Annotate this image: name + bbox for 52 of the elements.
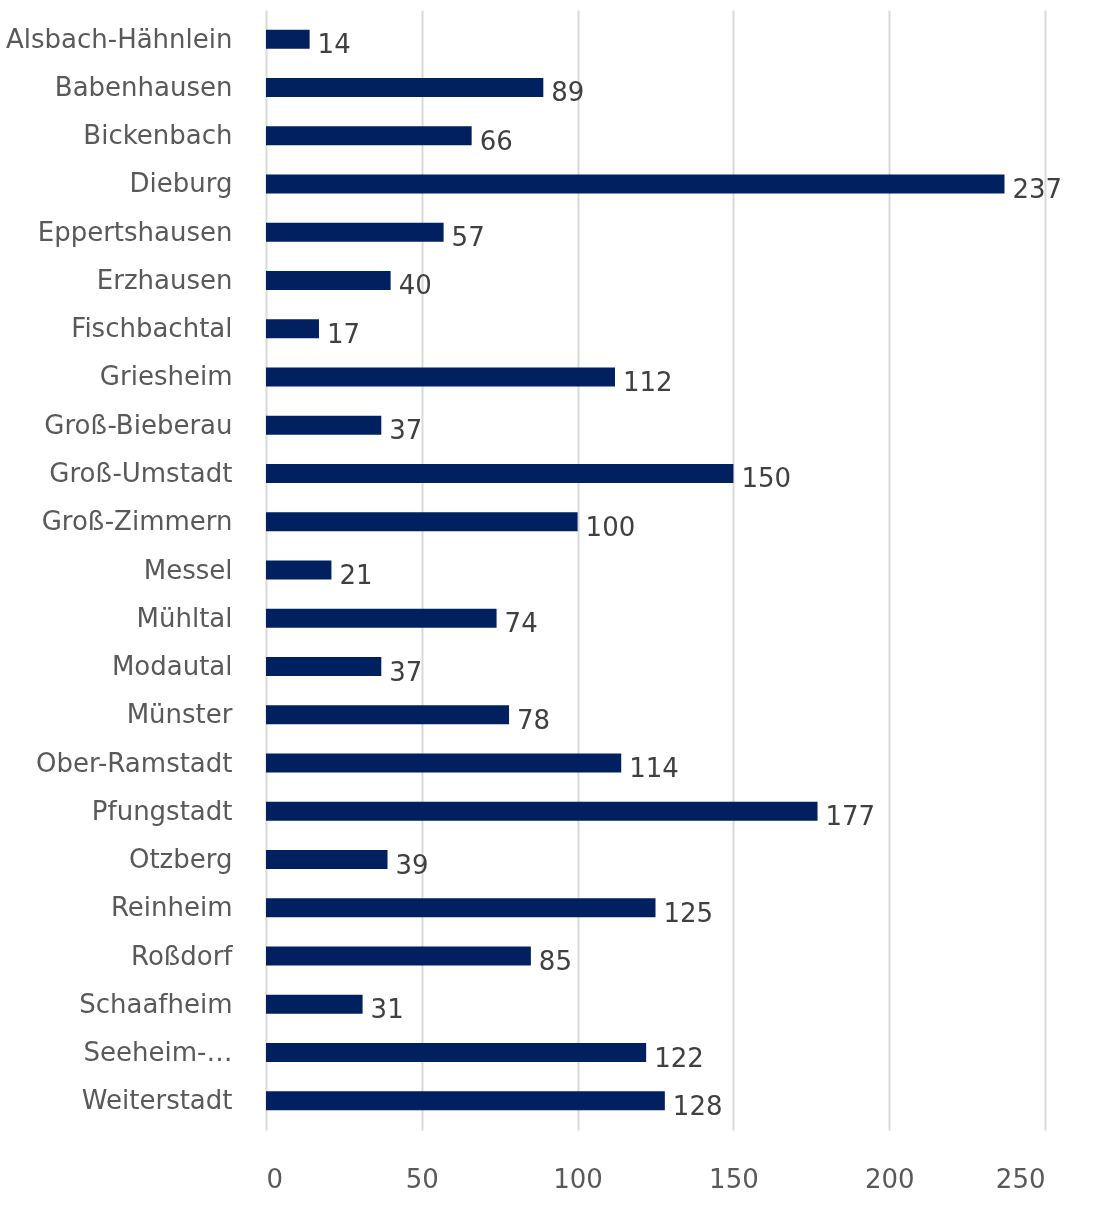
x-tick-label: 250 <box>995 1163 1046 1194</box>
y-tick-label: Weiterstadt <box>81 1085 233 1116</box>
y-tick-label: Ober-Ramstadt <box>36 747 233 778</box>
y-tick-label: Reinheim <box>110 892 233 923</box>
y-tick-label: Münster <box>126 699 233 730</box>
data-label: 150 <box>741 463 792 494</box>
y-tick-label: Groß-Umstadt <box>49 457 233 488</box>
y-tick-label: Mühltal <box>136 602 233 633</box>
data-label: 40 <box>398 270 432 301</box>
y-tick-label: Eppertshausen <box>37 216 233 247</box>
y-tick-label: Griesheim <box>99 361 233 392</box>
y-tick-label: Groß-Bieberau <box>44 409 233 440</box>
data-label: 14 <box>317 29 351 60</box>
x-tick-label: 200 <box>864 1163 915 1194</box>
y-tick-label: Erzhausen <box>96 264 233 295</box>
data-label: 89 <box>551 77 585 108</box>
y-tick-label: Pfungstadt <box>91 795 233 826</box>
x-tick-label: 100 <box>553 1163 603 1194</box>
data-label: 237 <box>1012 173 1063 204</box>
data-label: 128 <box>672 1090 723 1121</box>
data-label: 57 <box>451 222 485 253</box>
data-label: 37 <box>389 656 423 687</box>
y-tick-label: Dieburg <box>129 168 233 199</box>
data-label: 112 <box>622 366 673 397</box>
x-tick-label: 50 <box>405 1163 439 1194</box>
y-tick-label: Schaafheim <box>79 988 233 1019</box>
data-label: 122 <box>654 1042 704 1073</box>
data-label: 125 <box>663 897 714 928</box>
y-tick-label: Alsbach-Hähnlein <box>5 23 233 54</box>
y-tick-label: Fischbachtal <box>71 313 233 344</box>
y-tick-label: Messel <box>143 554 233 585</box>
data-label: 177 <box>825 801 876 832</box>
data-label: 31 <box>370 994 404 1025</box>
data-label: 85 <box>538 946 572 977</box>
y-tick-label: Modautal <box>111 651 233 682</box>
y-tick-label: Seeheim-… <box>83 1037 233 1068</box>
y-tick-label: Groß-Zimmern <box>41 506 233 537</box>
y-tick-label: Bickenbach <box>83 120 233 151</box>
data-label: 37 <box>389 415 423 446</box>
data-label: 66 <box>479 125 513 156</box>
y-tick-label: Babenhausen <box>54 71 233 102</box>
y-tick-label: Roßdorf <box>131 940 234 971</box>
data-label: 78 <box>517 704 551 735</box>
data-label: 114 <box>629 753 679 784</box>
data-label: 21 <box>339 560 373 590</box>
x-tick-label: 0 <box>266 1163 284 1194</box>
x-tick-label: 150 <box>709 1163 759 1194</box>
data-label: 17 <box>326 318 361 349</box>
data-label: 74 <box>504 608 538 639</box>
y-tick-label: Otzberg <box>128 844 233 875</box>
data-label: 39 <box>395 849 429 880</box>
data-label: 100 <box>585 511 636 542</box>
